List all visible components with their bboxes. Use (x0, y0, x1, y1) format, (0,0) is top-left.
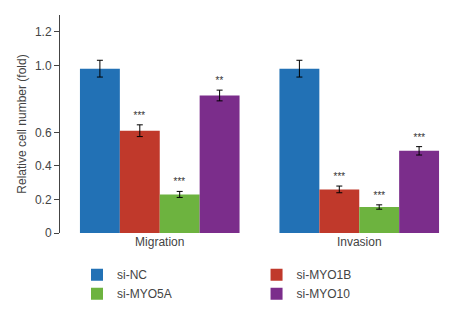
svg-text:0: 0 (45, 226, 52, 240)
svg-text:0.4: 0.4 (35, 159, 52, 173)
svg-text:Relative cell number (fold): Relative cell number (fold) (15, 54, 29, 193)
svg-text:***: *** (373, 190, 386, 201)
svg-text:**: ** (215, 75, 224, 86)
svg-text:***: *** (333, 171, 346, 182)
svg-text:Invasion: Invasion (337, 235, 382, 249)
svg-text:si-MYO5A: si-MYO5A (117, 287, 172, 301)
svg-text:1.0: 1.0 (35, 59, 52, 73)
svg-text:Migration: Migration (135, 235, 184, 249)
svg-text:***: *** (133, 110, 146, 121)
svg-text:***: *** (173, 176, 186, 187)
svg-text:1.2: 1.2 (35, 25, 52, 39)
svg-text:0.6: 0.6 (35, 126, 52, 140)
svg-text:si-MYO1B: si-MYO1B (297, 268, 352, 282)
svg-text:0.2: 0.2 (35, 193, 52, 207)
svg-text:si-NC: si-NC (117, 268, 147, 282)
svg-text:***: *** (413, 132, 426, 143)
svg-text:si-MYO10: si-MYO10 (297, 287, 351, 301)
